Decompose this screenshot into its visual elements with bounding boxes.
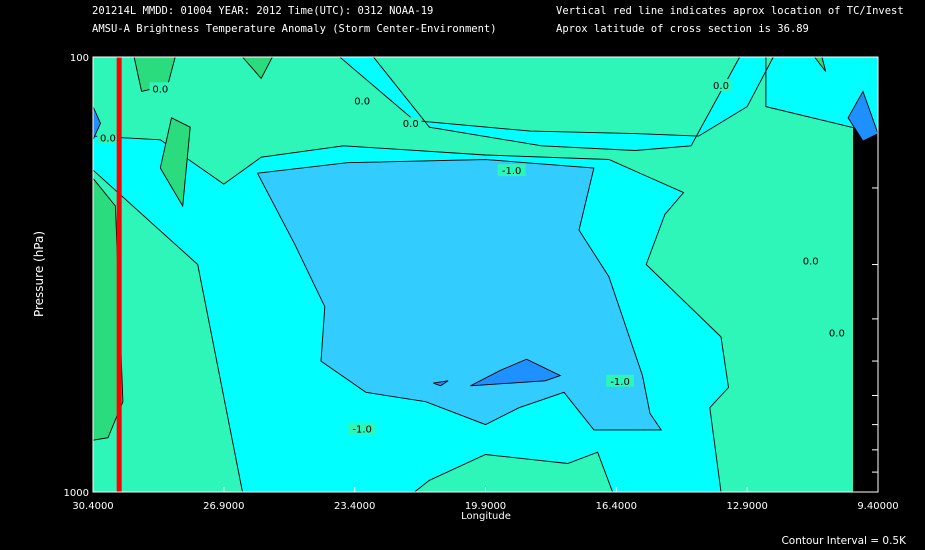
header-line2-right: Aprox latitude of cross section is 36.89 (556, 23, 809, 35)
contour-label: 0.0 (713, 81, 729, 92)
x-tick-label: 19.9000 (465, 501, 506, 512)
x-tick-label: 9.40000 (857, 501, 898, 512)
header-line1-left: 201214L MMDD: 01004 YEAR: 2012 Time(UTC)… (92, 5, 434, 17)
x-axis-ticks: 30.4000 26.9000 23.4000 19.9000 16.4000 12.90… (72, 487, 899, 512)
contour-label-bg (826, 326, 848, 339)
contour-interval-note: Contour Interval = 0.5K (781, 535, 907, 547)
contour-label: -1.0 (502, 166, 522, 177)
contour-region-8 (159, 117, 191, 208)
contour-label-bg (710, 79, 732, 92)
contour-label-bg (799, 254, 822, 267)
contour-region-0 (338, 56, 879, 151)
header-line2-left: AMSU-A Brightness Temperature Anomaly (S… (92, 23, 497, 35)
y-axis-ticks: 1000 100 (64, 53, 878, 499)
x-tick-label: 12.9000 (726, 501, 767, 512)
contour-region-2 (256, 159, 663, 431)
y-axis-label: Pressure (hPa) (32, 231, 46, 317)
contour-label: 0.0 (829, 329, 845, 340)
contour-label: 0.0 (354, 97, 370, 108)
contour-label: 0.0 (152, 84, 168, 95)
contour-labels: 0.0 0.0 0.0 0.0 0.0 0.0 0.0 -1.0 -1.0 -1.0 (97, 79, 848, 436)
contour-label-bg (348, 422, 377, 435)
x-tick-label: 16.4000 (596, 501, 637, 512)
header-line1-right: Vertical red line indicates aprox locati… (556, 5, 904, 17)
contour-label-bg (351, 94, 373, 107)
contour-label-bg (497, 164, 526, 177)
contour-label: 0.0 (403, 119, 419, 130)
contour-region-3 (470, 358, 562, 387)
contour-label: 0.0 (100, 133, 116, 144)
contour-label: -1.0 (352, 425, 372, 436)
y-tick-label: 100 (70, 53, 89, 64)
contour-fills (92, 56, 879, 493)
contour-label-bg (149, 82, 172, 95)
contour-region-6 (847, 90, 879, 142)
contour-label-bg (97, 131, 119, 144)
x-tick-label: 23.4000 (334, 501, 375, 512)
contour-label-bg (606, 374, 634, 387)
contour-label-bg (399, 117, 422, 130)
x-tick-label: 30.4000 (72, 501, 113, 512)
x-axis-label: Longitude (461, 511, 511, 522)
contour-label: -1.0 (610, 377, 630, 388)
x-tick-label: 26.9000 (203, 501, 244, 512)
contour-region-4 (433, 380, 449, 387)
y-tick-label: 1000 (64, 488, 89, 499)
contour-label: 0.0 (803, 257, 819, 268)
